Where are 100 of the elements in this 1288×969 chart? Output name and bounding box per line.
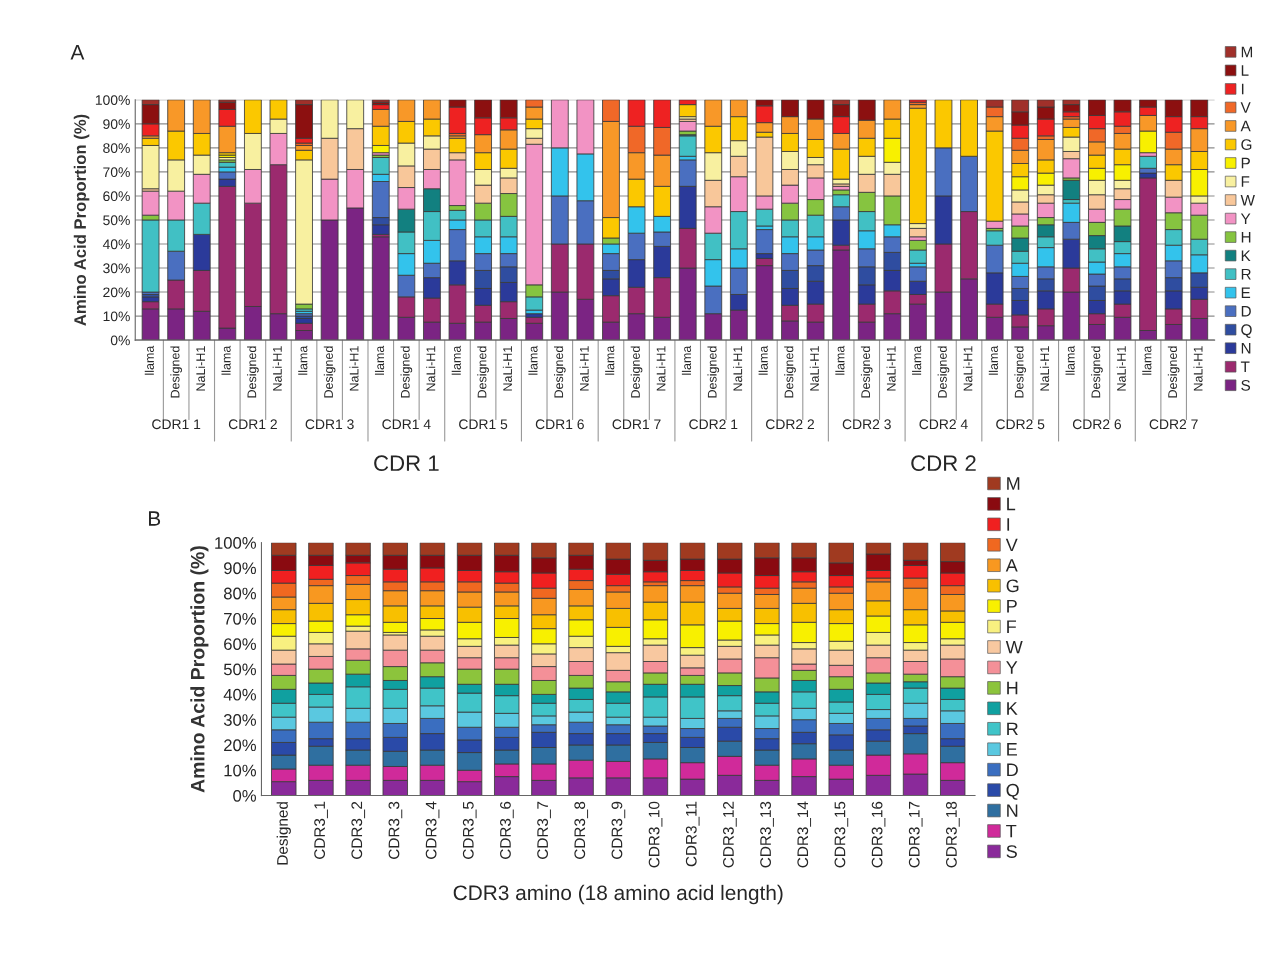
legend-label: H	[1007, 681, 1018, 695]
y-axis-title: Amino Acid Proportion (%)	[190, 546, 209, 793]
legend-label: W	[1240, 194, 1255, 206]
text: CDR 1	[374, 455, 439, 472]
x-tick-label: NaLi-H1	[656, 346, 666, 391]
legend-label: S	[1241, 379, 1251, 391]
x-tick-label: CDR3_1	[314, 801, 328, 859]
x-tick-label: Designed	[247, 346, 259, 398]
x-tick-label: CDR3_7	[537, 801, 551, 859]
x-tick-label: Designed	[276, 802, 291, 865]
y-tick-label: 30%	[223, 714, 257, 726]
y-tick-label: 0%	[233, 789, 257, 802]
x-tick-label: CDR3_14	[797, 801, 812, 868]
x-tick-label: CDR3_6	[500, 801, 514, 859]
y-tick-label: 70%	[224, 612, 257, 625]
legend-label: R	[1241, 268, 1251, 280]
x-tick-label: llama	[144, 345, 154, 375]
y-tick-label: 10%	[224, 764, 257, 777]
legend-label: P	[1007, 600, 1017, 613]
x-tick-label: CDR3_5	[462, 801, 477, 859]
y-tick-label: 70%	[103, 167, 130, 178]
legend-label: K	[1241, 250, 1251, 261]
legend-label: S	[1006, 845, 1017, 858]
y-tick-label: 100%	[215, 537, 257, 549]
x-tick-label: Designed	[937, 346, 950, 398]
legend-label: D	[1007, 763, 1018, 776]
legend-label: F	[1241, 176, 1250, 187]
y-tick-label: 60%	[224, 638, 257, 651]
y-tick-label: 80%	[223, 587, 257, 600]
x-tick-label: CDR3_9	[611, 801, 626, 859]
text: CDR2 3	[842, 419, 891, 430]
x-tick-label: llama	[221, 345, 231, 375]
legend-label: D	[1241, 306, 1251, 317]
y-tick-label: 80%	[103, 143, 130, 154]
x-tick-label: llama	[605, 345, 615, 375]
x-axis-title: CDR3 amino (18 amino acid length)	[453, 884, 783, 905]
x-tick-label: llama	[758, 345, 768, 375]
legend-label: T	[1006, 824, 1017, 838]
x-tick-label: llama	[1142, 345, 1152, 375]
text: CDR 2	[911, 455, 976, 472]
x-tick-label: llama	[1065, 345, 1075, 375]
x-tick-label: NaLi-H1	[809, 346, 819, 391]
text: CDR1 2	[228, 419, 277, 430]
x-tick-label: CDR3_11	[685, 801, 700, 867]
x-tick-label: Designed	[1014, 346, 1027, 398]
y-tick-label: 0%	[110, 335, 130, 346]
y-tick-label: 20%	[103, 287, 130, 298]
x-tick-label: NaLi-H1	[886, 346, 896, 391]
x-tick-label: NaLi-H1	[195, 346, 206, 391]
legend-label: G	[1241, 139, 1252, 150]
x-tick-label: Designed	[170, 346, 182, 398]
x-tick-label: NaLi-H1	[349, 346, 359, 391]
x-tick-label: Designed	[477, 346, 489, 398]
x-tick-label: CDR3_15	[834, 801, 849, 868]
legend-label: M	[1241, 46, 1253, 58]
legend-label: R	[1007, 722, 1018, 736]
x-tick-label: Designed	[553, 346, 566, 398]
legend-label: W	[1005, 640, 1023, 654]
legend-label: I	[1007, 518, 1010, 531]
x-tick-label: NaLi-H1	[1116, 346, 1126, 391]
legend-label: N	[1241, 343, 1251, 354]
y-tick-label: 10%	[103, 311, 130, 322]
y-tick-label: 50%	[103, 215, 130, 226]
x-tick-label: NaLi-H1	[1039, 346, 1050, 391]
x-tick-label: CDR3_10	[648, 801, 663, 868]
legend-label: Y	[1006, 661, 1018, 674]
text: CDR1 1	[152, 419, 201, 430]
x-tick-label: NaLi-H1	[272, 346, 282, 391]
y-tick-label: 20%	[224, 739, 257, 752]
legend-label: I	[1241, 83, 1244, 95]
x-tick-label: CDR3_17	[908, 801, 923, 868]
y-tick-label: 40%	[102, 239, 130, 250]
legend-label: H	[1241, 231, 1251, 243]
text: CDR1 4	[382, 419, 431, 430]
x-tick-label: llama	[298, 345, 308, 375]
legend-label: Y	[1240, 213, 1251, 224]
legend-label: N	[1007, 804, 1018, 817]
x-tick-label: Designed	[707, 346, 720, 398]
y-tick-label: 90%	[224, 562, 257, 575]
x-tick-label: Designed	[1167, 346, 1180, 398]
y-tick-label: 100%	[95, 95, 130, 105]
text: CDR2 1	[689, 419, 738, 430]
text: CDR1 3	[305, 419, 354, 430]
x-tick-label: NaLi-H1	[733, 346, 743, 391]
x-tick-label: NaLi-H1	[426, 346, 436, 391]
x-tick-label: CDR3_8	[574, 801, 589, 859]
legend-label: F	[1007, 620, 1017, 633]
x-tick-label: CDR3_4	[425, 801, 440, 859]
x-tick-label: llama	[988, 345, 998, 375]
legend-label: L	[1241, 65, 1249, 76]
legend-label: A	[1240, 120, 1251, 132]
x-tick-label: Designed	[630, 346, 643, 398]
x-tick-label: NaLi-H1	[579, 346, 589, 391]
y-tick-label: 50%	[223, 663, 257, 676]
text: CDR2 6	[1072, 419, 1122, 430]
text: CDR2 7	[1149, 419, 1198, 430]
legend-label: E	[1007, 743, 1017, 756]
legend-label: L	[1007, 497, 1016, 511]
legend-label: V	[1240, 102, 1251, 113]
x-tick-label: llama	[912, 345, 922, 375]
